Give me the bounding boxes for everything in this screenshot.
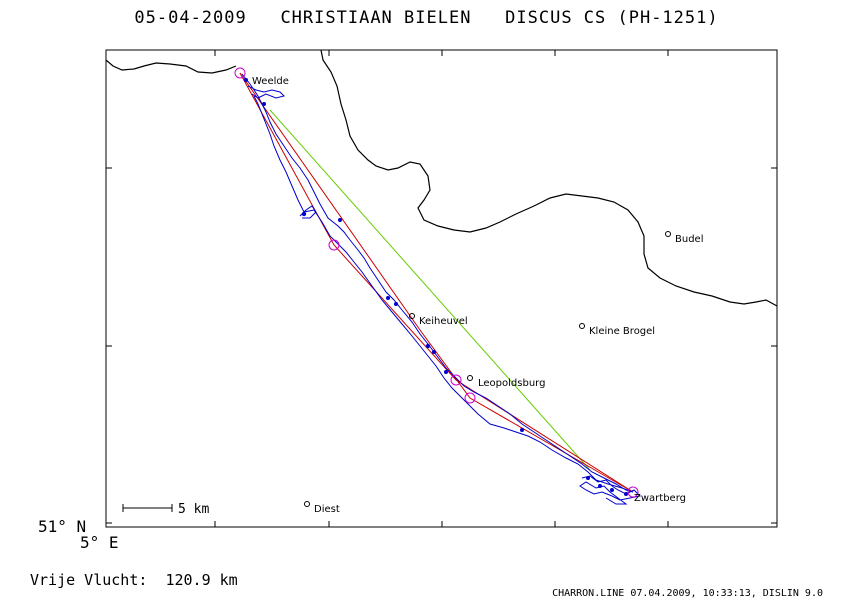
turnpoint-3: [464, 392, 476, 404]
place-marker-kleine-brogel: [579, 323, 585, 329]
footer-info: CHARRON.LINE 07.04.2009, 10:33:13, DISLI…: [552, 588, 823, 599]
place-label-kleine-brogel: Kleine Brogel: [589, 326, 655, 337]
scale-bar: [122, 504, 173, 512]
place-markers: [304, 231, 671, 507]
flight-distance: Vrije Vlucht: 120.9 km: [30, 571, 238, 589]
closing-leg: [269, 109, 591, 471]
place-label-zwartberg: Zwartberg: [634, 493, 686, 504]
place-marker-budel: [665, 231, 671, 237]
place-label-weelde: Weelde: [252, 76, 289, 87]
task-line-return: [239, 72, 634, 493]
place-marker-leopoldsburg: [467, 375, 473, 381]
place-label-leopoldsburg: Leopoldsburg: [478, 378, 545, 389]
turnpoints: [234, 67, 639, 498]
turnpoint-finish: [627, 486, 639, 498]
place-label-diest: Diest: [314, 504, 340, 515]
place-marker-diest: [304, 501, 310, 507]
turnpoint-2: [450, 374, 462, 386]
latitude-label: 51° N: [38, 517, 87, 536]
task-line: [239, 72, 634, 493]
national-border: [105, 49, 778, 307]
longitude-label: 5° E: [80, 533, 119, 552]
axis-ticks: [106, 50, 777, 527]
track-markers: [244, 78, 628, 496]
scale-bar-label: 5 km: [178, 502, 209, 517]
turnpoint-start: [234, 67, 246, 79]
place-label-keiheuvel: Keiheuvel: [419, 316, 468, 327]
turnpoint-1: [328, 239, 340, 251]
flight-track: [241, 73, 642, 505]
place-label-budel: Budel: [675, 234, 703, 245]
chart-title: 05-04-2009 CHRISTIAAN BIELEN DISCUS CS (…: [134, 8, 719, 28]
map-frame: [105, 49, 778, 528]
place-marker-keiheuvel: [409, 313, 415, 319]
